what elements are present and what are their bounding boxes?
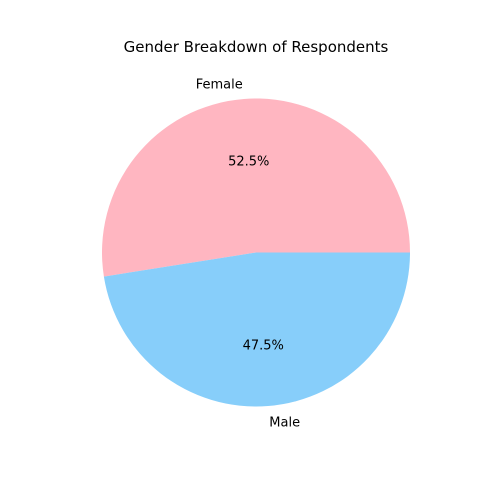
slice-label-female: Female (196, 78, 243, 93)
slice-percent-female: 52.5% (228, 154, 269, 169)
pie-slice-male (103, 252, 410, 407)
pie-labels: Female 52.5% Male 47.5% (196, 78, 300, 431)
slice-percent-male: 47.5% (243, 339, 284, 354)
chart-title: Gender Breakdown of Respondents (124, 38, 389, 56)
pie-slices (101, 98, 411, 407)
slice-label-male: Male (269, 415, 300, 430)
pie-slice-female (101, 98, 411, 277)
